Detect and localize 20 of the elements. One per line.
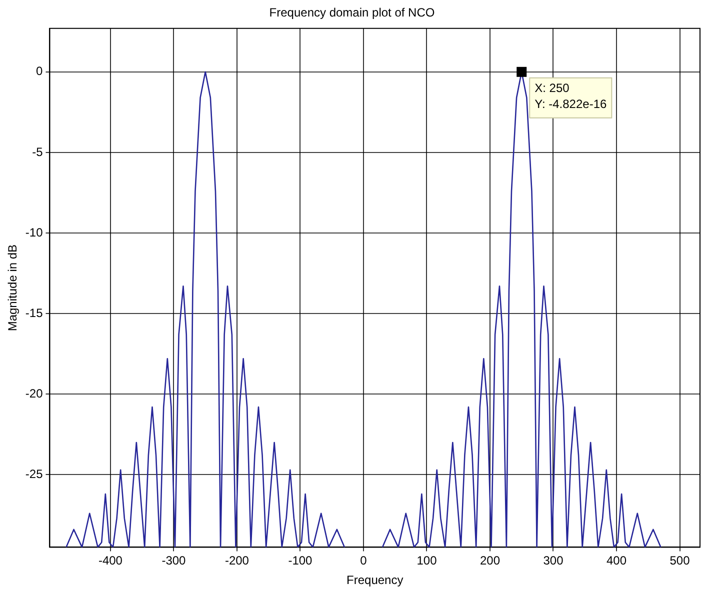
y-tick-label: -25 bbox=[25, 467, 44, 482]
x-tick-label: -300 bbox=[162, 554, 186, 568]
x-axis-title: Frequency bbox=[346, 573, 404, 588]
x-tick-label: 100 bbox=[416, 554, 438, 568]
y-axis-title: Magnitude in dB bbox=[6, 244, 20, 332]
x-tick-label: 300 bbox=[543, 554, 564, 568]
y-tick-label: -10 bbox=[25, 225, 44, 240]
x-tick-label: -200 bbox=[224, 554, 250, 568]
y-tick-label: -5 bbox=[32, 144, 44, 159]
y-tick-label: -15 bbox=[25, 306, 44, 320]
x-tick-label: -100 bbox=[288, 554, 313, 568]
y-tick-label: -20 bbox=[25, 386, 44, 400]
x-tick-label: 400 bbox=[606, 554, 627, 568]
x-tick-label: 0 bbox=[360, 554, 368, 568]
chart-title: Frequency domain plot of NCO bbox=[269, 6, 435, 20]
annotation: X: 250 Y: -4.822e-16 bbox=[534, 81, 607, 112]
x-tick-label: 200 bbox=[480, 554, 500, 568]
x-tick-label: -400 bbox=[98, 554, 123, 568]
x-tick-label: 500 bbox=[670, 554, 690, 568]
y-tick-label: 0 bbox=[36, 64, 44, 78]
